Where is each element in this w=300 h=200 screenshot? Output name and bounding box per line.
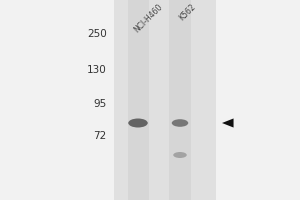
Ellipse shape xyxy=(173,152,187,158)
Ellipse shape xyxy=(128,118,148,128)
Text: 72: 72 xyxy=(93,131,106,141)
Text: K562: K562 xyxy=(177,2,197,22)
Text: NCI-H460: NCI-H460 xyxy=(132,2,164,34)
Text: 250: 250 xyxy=(87,29,106,39)
Text: 130: 130 xyxy=(87,65,106,75)
Bar xyxy=(169,0,190,200)
Ellipse shape xyxy=(172,119,188,127)
Text: 95: 95 xyxy=(93,99,106,109)
Bar xyxy=(128,0,148,200)
Bar xyxy=(114,0,216,200)
Polygon shape xyxy=(222,118,233,128)
